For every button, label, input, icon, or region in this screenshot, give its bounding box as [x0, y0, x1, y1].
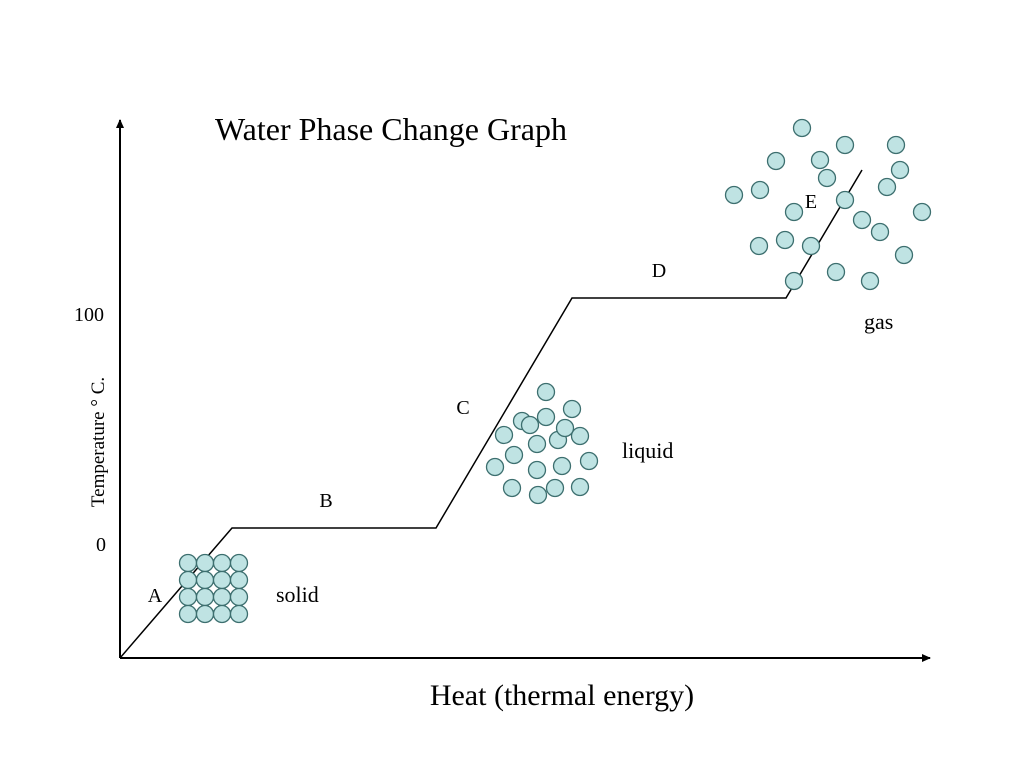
y-tick-100: 100: [74, 304, 104, 326]
gas-particle: [817, 168, 837, 188]
gas-particle: [784, 271, 804, 291]
gas-particle: [894, 245, 914, 265]
segment-label-b: B: [319, 490, 332, 512]
gas-particle: [860, 271, 880, 291]
gas-particle: [826, 262, 846, 282]
gas-particle: [912, 202, 932, 222]
gas-particle: [724, 185, 744, 205]
solid-particles: [178, 553, 249, 624]
gas-particle: [890, 160, 910, 180]
gas-particle: [886, 135, 906, 155]
gas-particle: [877, 177, 897, 197]
gas-particle: [775, 230, 795, 250]
gas-particle: [835, 190, 855, 210]
segment-label-d: D: [652, 260, 666, 282]
phase-label-liquid: liquid: [622, 438, 673, 463]
gas-particle: [784, 202, 804, 222]
gas-particle: [749, 236, 769, 256]
solid-particle: [229, 553, 249, 573]
liquid-particle: [562, 399, 582, 419]
solid-particle: [212, 604, 232, 624]
segment-label-c: C: [456, 397, 469, 419]
solid-particle: [178, 570, 198, 590]
solid-particle: [195, 553, 215, 573]
gas-particle: [835, 135, 855, 155]
liquid-particle: [527, 460, 547, 480]
phase-label-gas: gas: [864, 309, 893, 334]
liquid-particle: [528, 485, 548, 505]
x-axis-label: Heat (thermal energy): [430, 679, 694, 712]
liquid-particle: [555, 418, 575, 438]
liquid-particle: [502, 478, 522, 498]
segment-label-e: E: [805, 191, 817, 213]
solid-particle: [229, 570, 249, 590]
diagram-title: Water Phase Change Graph: [215, 111, 567, 147]
liquid-particle: [545, 478, 565, 498]
gas-particle: [750, 180, 770, 200]
liquid-particle: [536, 407, 556, 427]
y-tick-0: 0: [96, 534, 106, 556]
solid-particle: [178, 553, 198, 573]
solid-particle: [178, 587, 198, 607]
solid-particle: [229, 604, 249, 624]
gas-particle: [810, 150, 830, 170]
solid-particle: [212, 570, 232, 590]
gas-particle: [870, 222, 890, 242]
solid-particle: [229, 587, 249, 607]
liquid-particle: [504, 445, 524, 465]
solid-particle: [212, 553, 232, 573]
liquid-particles: [485, 382, 599, 505]
solid-particle: [195, 604, 215, 624]
liquid-particle: [570, 426, 590, 446]
gas-particles: [724, 118, 932, 291]
segment-label-a: A: [148, 585, 163, 607]
liquid-particle: [494, 425, 514, 445]
solid-particle: [195, 570, 215, 590]
y-axis-label: Temperature ° C.: [88, 377, 109, 507]
liquid-particle: [520, 415, 540, 435]
liquid-particle: [536, 382, 556, 402]
solid-particle: [178, 604, 198, 624]
gas-particle: [766, 151, 786, 171]
liquid-particle: [552, 456, 572, 476]
gas-particle: [801, 236, 821, 256]
liquid-particle: [485, 457, 505, 477]
solid-particle: [212, 587, 232, 607]
liquid-particle: [527, 434, 547, 454]
phase-label-solid: solid: [276, 582, 319, 607]
liquid-particle: [579, 451, 599, 471]
liquid-particle: [570, 477, 590, 497]
gas-particle: [852, 210, 872, 230]
gas-particle: [792, 118, 812, 138]
solid-particle: [195, 587, 215, 607]
